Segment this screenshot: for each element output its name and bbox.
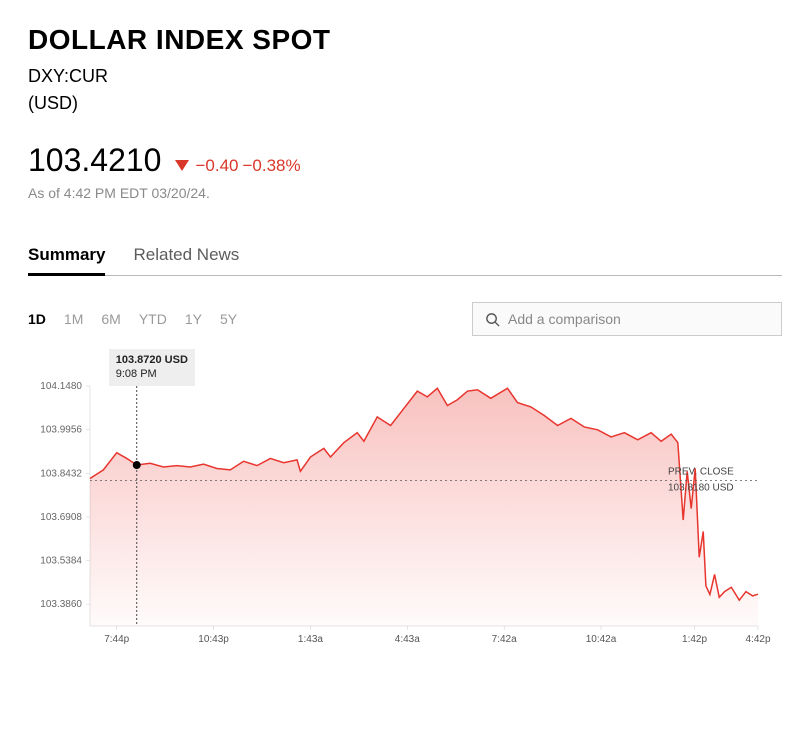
svg-text:103.8180 USD: 103.8180 USD — [668, 482, 734, 493]
svg-text:1:43a: 1:43a — [298, 634, 323, 645]
price-change: −0.40 −0.38% — [175, 156, 300, 176]
range-1d[interactable]: 1D — [28, 311, 46, 327]
ticker-symbol: DXY:CUR — [28, 66, 782, 87]
svg-text:1:42p: 1:42p — [682, 634, 707, 645]
range-selector: 1D 1M 6M YTD 1Y 5Y — [28, 311, 237, 327]
change-absolute: −0.40 — [195, 156, 238, 176]
down-arrow-icon — [175, 160, 189, 171]
svg-text:104.1480: 104.1480 — [40, 381, 82, 392]
svg-text:4:42p: 4:42p — [745, 634, 770, 645]
svg-text:10:43p: 10:43p — [198, 634, 229, 645]
comparison-box[interactable] — [472, 302, 782, 336]
instrument-title: DOLLAR INDEX SPOT — [28, 24, 782, 56]
chart-svg: 104.1480 103.9956 103.8432 103.6908 103.5384… — [28, 356, 782, 656]
svg-text:7:44p: 7:44p — [104, 634, 129, 645]
svg-text:PREV. CLOSE: PREV. CLOSE — [668, 466, 734, 477]
price-chart[interactable]: 103.8720 USD 9:08 PM 104.1480 103.9956 103… — [28, 356, 782, 676]
chart-tooltip: 103.8720 USD 9:08 PM — [109, 349, 195, 386]
chart-controls: 1D 1M 6M YTD 1Y 5Y — [28, 302, 782, 336]
svg-text:7:42a: 7:42a — [492, 634, 517, 645]
svg-text:103.8432: 103.8432 — [40, 468, 82, 479]
tab-bar: Summary Related News — [28, 237, 782, 276]
svg-text:103.5384: 103.5384 — [40, 556, 82, 567]
tab-news[interactable]: Related News — [133, 237, 239, 275]
range-1y[interactable]: 1Y — [185, 311, 202, 327]
range-5y[interactable]: 5Y — [220, 311, 237, 327]
search-icon — [485, 312, 500, 327]
change-percent: −0.38% — [242, 156, 300, 176]
svg-text:103.9956: 103.9956 — [40, 425, 82, 436]
range-6m[interactable]: 6M — [101, 311, 120, 327]
range-1m[interactable]: 1M — [64, 311, 83, 327]
svg-text:4:43a: 4:43a — [395, 634, 420, 645]
svg-text:103.6908: 103.6908 — [40, 512, 82, 523]
tab-summary[interactable]: Summary — [28, 237, 105, 275]
tooltip-time: 9:08 PM — [116, 367, 188, 381]
svg-text:10:42a: 10:42a — [586, 634, 617, 645]
as-of-timestamp: As of 4:42 PM EDT 03/20/24. — [28, 185, 782, 201]
svg-text:103.3860: 103.3860 — [40, 599, 82, 610]
range-ytd[interactable]: YTD — [139, 311, 167, 327]
comparison-input[interactable] — [508, 311, 769, 327]
price-row: 103.4210 −0.40 −0.38% — [28, 142, 782, 179]
currency-label: (USD) — [28, 93, 782, 114]
tooltip-value: 103.8720 USD — [116, 353, 188, 367]
last-price: 103.4210 — [28, 142, 161, 179]
